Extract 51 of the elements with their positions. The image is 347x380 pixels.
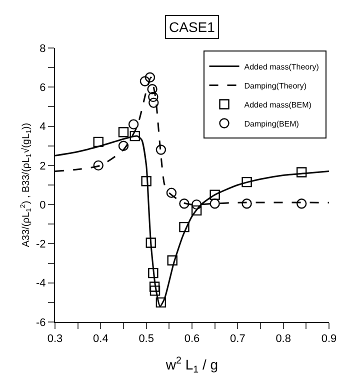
legend-label: Added mass(BEM) bbox=[244, 100, 312, 110]
point bbox=[179, 222, 190, 232]
point bbox=[179, 198, 190, 209]
point bbox=[166, 188, 177, 198]
point bbox=[141, 176, 152, 186]
point bbox=[210, 190, 220, 200]
point bbox=[191, 205, 202, 216]
x-axis-title: w$^{2}$ L$_{1}$ / g bbox=[164, 356, 218, 376]
point bbox=[156, 144, 166, 155]
point bbox=[150, 286, 160, 296]
y-tick-label: -2 bbox=[36, 238, 46, 251]
point bbox=[147, 84, 158, 94]
y-tick-label: -6 bbox=[36, 316, 46, 329]
y-tick-label: -4 bbox=[36, 278, 46, 290]
x-tick-label: 0.4 bbox=[93, 333, 108, 346]
y-tick-label: 0 bbox=[40, 199, 46, 212]
point bbox=[118, 140, 129, 151]
point bbox=[93, 136, 104, 148]
y-tick-label: 6 bbox=[40, 82, 46, 94]
y-tick-label: 4 bbox=[40, 121, 46, 134]
legend-label: Damping(Theory) bbox=[244, 81, 307, 90]
point bbox=[242, 198, 252, 209]
point bbox=[210, 198, 220, 209]
x-tick-label: 0.9 bbox=[321, 333, 337, 346]
point bbox=[191, 199, 202, 210]
legend-label: Added mass(Theory) bbox=[244, 62, 320, 72]
point bbox=[140, 76, 150, 86]
point bbox=[118, 127, 129, 138]
chart-title: CASE1 bbox=[169, 19, 216, 35]
point bbox=[296, 198, 307, 209]
x-tick-label: 0.3 bbox=[47, 333, 63, 346]
point bbox=[148, 98, 159, 108]
x-tick-label: 0.7 bbox=[230, 333, 246, 346]
x-tick-label: 0.8 bbox=[276, 333, 291, 346]
y-tick-label: 2 bbox=[40, 160, 46, 172]
legend-label: Damping(BEM) bbox=[244, 119, 300, 128]
point bbox=[93, 160, 104, 171]
x-tick-label: 0.5 bbox=[138, 333, 154, 346]
point bbox=[130, 130, 140, 142]
point bbox=[156, 297, 166, 308]
x-tick-label: 0.6 bbox=[184, 333, 200, 346]
point bbox=[148, 268, 158, 278]
point bbox=[128, 119, 139, 130]
point bbox=[242, 176, 252, 188]
point bbox=[296, 167, 307, 178]
y-tick-label: 8 bbox=[40, 42, 46, 55]
point bbox=[144, 72, 156, 82]
point bbox=[148, 92, 158, 102]
point bbox=[146, 238, 156, 248]
point bbox=[167, 255, 178, 266]
point bbox=[149, 282, 160, 292]
